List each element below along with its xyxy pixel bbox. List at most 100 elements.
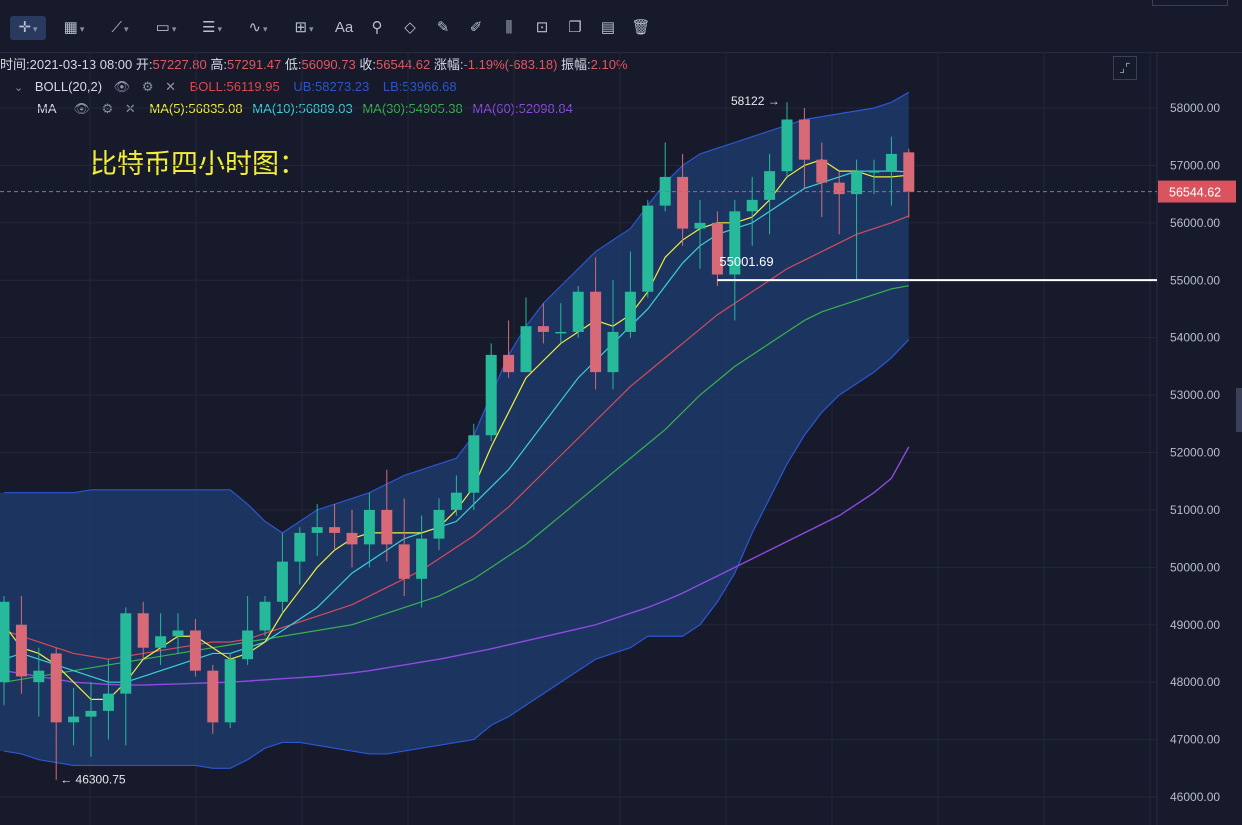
candlestick-chart[interactable]: 46000.00 47000.00 48000.00 49000.00 50000.00… bbox=[0, 52, 1242, 825]
low-marker-label: ← 46300.75 bbox=[60, 773, 126, 787]
fullscreen-icon[interactable]: ⌟⌜ bbox=[1113, 56, 1137, 80]
candle-body bbox=[172, 630, 184, 637]
close-value: 56544.62 bbox=[375, 57, 431, 72]
candle-body bbox=[520, 326, 532, 373]
candle-body bbox=[276, 561, 288, 602]
wave-icon[interactable]: ∿ ▾ bbox=[248, 19, 268, 36]
candle-body bbox=[590, 291, 602, 373]
candle-body bbox=[607, 331, 619, 373]
boll-lower-line bbox=[3, 339, 910, 769]
lock-icon[interactable]: ⊡ bbox=[535, 19, 549, 36]
candle-body bbox=[155, 636, 167, 648]
time-label: 时间: bbox=[0, 57, 30, 72]
settings-icon[interactable]: ⚙ bbox=[141, 79, 154, 94]
candle-body bbox=[363, 509, 375, 545]
calendar-icon[interactable]: ▤ bbox=[600, 19, 616, 36]
y-tick-label: 47000.00 bbox=[1170, 733, 1220, 747]
candle-body bbox=[102, 693, 114, 711]
candle-body bbox=[0, 601, 10, 683]
candle-body bbox=[503, 354, 515, 373]
high-value: 57291.47 bbox=[227, 57, 282, 72]
bollinger-band-area bbox=[0, 92, 909, 769]
candle-body bbox=[764, 171, 776, 200]
candle-body bbox=[416, 538, 428, 579]
ma10-line bbox=[3, 170, 909, 683]
drawing-toolbar: ✛ ▾ ▦ ▾ ⟋ ▾ ▭ ▾ ☰ ▾ ∿ ▾ ⊞ ▾ Aa ⚲ ◇ ✎ ✐ ⫼ ⊡ ❐ ▤ 🗑 bbox=[0, 0, 1242, 53]
eye-icon[interactable]: 👁 bbox=[113, 79, 131, 94]
y-tick-label: 51000.00 bbox=[1170, 503, 1220, 517]
boll-label: BOLL(20,2) bbox=[34, 79, 103, 94]
candle-body bbox=[346, 532, 358, 545]
candle-body bbox=[120, 613, 132, 694]
side-panel-tab[interactable] bbox=[1236, 388, 1242, 432]
candle-body bbox=[468, 435, 480, 493]
candle-body bbox=[433, 509, 445, 539]
amplitude-label: 振幅: bbox=[561, 57, 591, 72]
y-tick-label: 56000.00 bbox=[1170, 216, 1220, 230]
candle-body bbox=[485, 354, 497, 436]
brush-icon[interactable]: ✐ bbox=[469, 19, 483, 36]
boll-ub-value: UB:58273.23 bbox=[293, 79, 370, 94]
fib-icon[interactable]: ☰ ▾ bbox=[202, 19, 222, 36]
ruler-icon[interactable]: ✎ bbox=[436, 19, 450, 36]
copy-icon[interactable]: ❐ bbox=[568, 19, 582, 36]
candle-body bbox=[642, 205, 654, 292]
trash-icon[interactable]: 🗑 bbox=[631, 19, 651, 36]
close-label: 收: bbox=[359, 57, 376, 72]
last-price-label: 56544.62 bbox=[1169, 186, 1221, 200]
candle-tool-icon[interactable]: ⫼ bbox=[505, 19, 513, 36]
trend-line-icon[interactable]: ⟋ ▾ bbox=[111, 19, 129, 36]
candle-body bbox=[224, 659, 236, 723]
candle-body bbox=[746, 199, 758, 212]
low-value: 56090.73 bbox=[301, 57, 356, 72]
line-style-icon[interactable]: ▦ ▾ bbox=[63, 19, 85, 36]
candle-body bbox=[729, 211, 741, 275]
y-tick-label: 48000.00 bbox=[1170, 675, 1220, 689]
y-tick-label: 50000.00 bbox=[1170, 560, 1220, 574]
candle-body bbox=[711, 222, 723, 275]
candle-body bbox=[816, 159, 828, 183]
candle-body bbox=[868, 171, 880, 173]
y-tick-label: 49000.00 bbox=[1170, 618, 1220, 632]
close-icon[interactable]: ✕ bbox=[165, 79, 176, 94]
candle-body bbox=[537, 326, 549, 332]
measure-icon[interactable]: ⊞ ▾ bbox=[294, 19, 314, 36]
eraser-icon[interactable]: ◇ bbox=[404, 19, 416, 36]
ohlc-info-bar: 时间:2021-03-13 08:00 开:57227.80 高:57291.4… bbox=[0, 55, 628, 75]
candle-body bbox=[50, 653, 62, 723]
text-icon[interactable]: Aa bbox=[334, 19, 354, 36]
candle-body bbox=[798, 119, 810, 160]
high-marker-label: 58122 → bbox=[731, 94, 780, 108]
candle-body bbox=[137, 613, 149, 648]
last-price-tag bbox=[1158, 180, 1236, 203]
change-value: -1.19%(-683.18) bbox=[463, 57, 558, 72]
candle-body bbox=[398, 544, 410, 579]
chart-title: 比特币四小时图： bbox=[90, 149, 306, 180]
boll-lb-value: LB:53966.68 bbox=[382, 79, 457, 94]
candle-body bbox=[851, 171, 863, 195]
candle-body bbox=[624, 291, 636, 332]
candle-body bbox=[781, 119, 793, 172]
crosshair-icon[interactable]: ✛ ▾ bbox=[10, 16, 46, 40]
candle-body bbox=[259, 601, 271, 631]
pattern-icon[interactable]: ⚲ bbox=[371, 19, 383, 36]
candle-body bbox=[677, 176, 689, 229]
low-label: 低: bbox=[284, 57, 302, 72]
top-panel-tab[interactable] bbox=[1152, 0, 1228, 6]
candle-body bbox=[242, 630, 254, 660]
boll-indicator-row: ⌄ BOLL(20,2) 👁 ⚙ ✕ BOLL:56119.95 UB:5827… bbox=[14, 77, 457, 97]
open-label: 开: bbox=[135, 57, 153, 72]
open-value: 57227.80 bbox=[152, 57, 207, 72]
ma30-line bbox=[3, 285, 909, 683]
rectangle-icon[interactable]: ▭ ▾ bbox=[155, 19, 177, 36]
y-tick-label: 57000.00 bbox=[1170, 158, 1220, 172]
ma60-line bbox=[3, 446, 910, 686]
candle-body bbox=[189, 630, 201, 671]
y-tick-label: 58000.00 bbox=[1170, 101, 1220, 115]
y-tick-label: 52000.00 bbox=[1170, 446, 1220, 460]
boll-mid-value: BOLL:56119.95 bbox=[189, 79, 280, 94]
candle-body bbox=[903, 152, 915, 192]
candle-body bbox=[294, 532, 306, 562]
candle-body bbox=[311, 527, 323, 533]
collapse-chevron-icon[interactable]: ⌄ bbox=[14, 82, 24, 94]
